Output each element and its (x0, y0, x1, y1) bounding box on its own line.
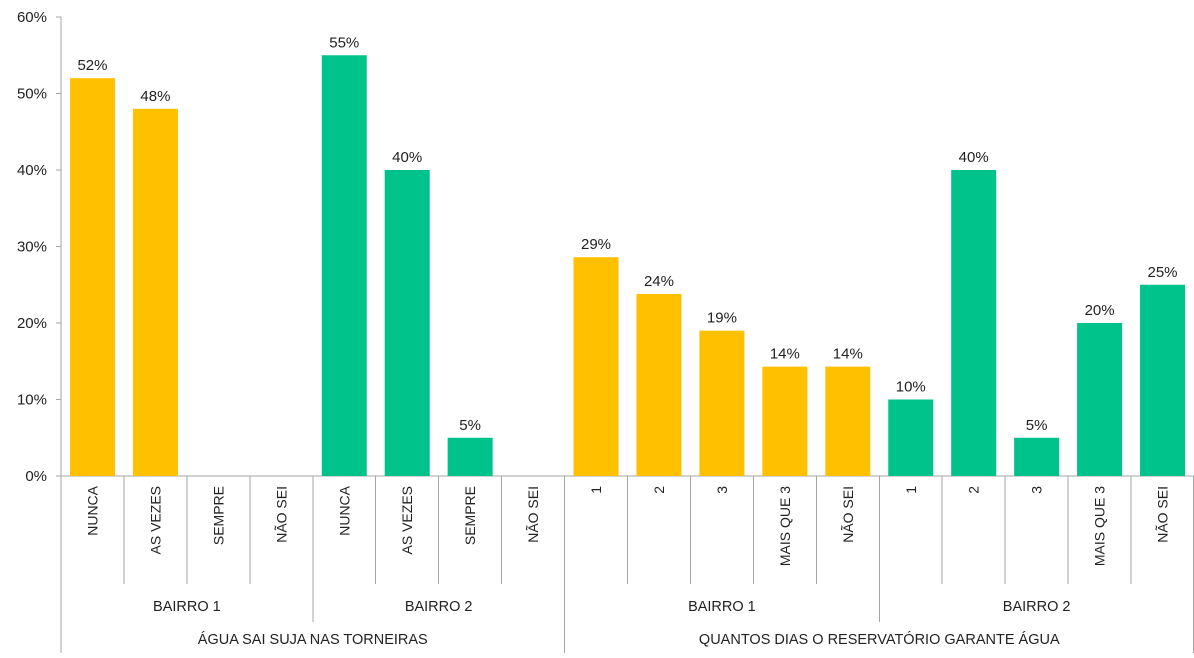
x-category-label: NÃO SEI (525, 486, 541, 543)
x-category-label: NUNCA (84, 485, 100, 535)
bar (321, 55, 367, 476)
y-tick-label: 60% (17, 9, 47, 26)
y-tick-label: 20% (17, 315, 47, 332)
data-label: 55% (329, 34, 359, 51)
data-label: 5% (459, 417, 481, 434)
bar (636, 293, 682, 476)
x-category-label: NÃO SEI (840, 486, 856, 543)
data-label: 20% (1085, 302, 1115, 319)
x-category-label: 3 (714, 486, 730, 494)
x-category-label: SEMPRE (210, 486, 226, 545)
data-label: 19% (707, 310, 737, 327)
bar (1077, 323, 1123, 476)
data-label: 48% (140, 88, 170, 105)
data-label: 29% (581, 236, 611, 253)
x-category-label: NÃO SEI (273, 486, 289, 543)
group-label: BAIRRO 1 (153, 599, 221, 615)
data-label: 24% (644, 273, 674, 290)
bar (132, 108, 178, 477)
bar (951, 170, 997, 476)
data-label: 52% (77, 57, 107, 74)
data-label: 5% (1026, 417, 1048, 434)
group-label: BAIRRO 2 (1003, 599, 1071, 615)
bar (762, 366, 808, 476)
section-label: QUANTOS DIAS O RESERVATÓRIO GARANTE ÁGUA (699, 631, 1060, 648)
x-category-label: NUNCA (336, 485, 352, 535)
data-label: 10% (896, 379, 926, 396)
bar (1014, 437, 1060, 476)
x-category-label: 3 (1029, 486, 1045, 494)
x-category-label: MAIS QUE 3 (777, 486, 793, 566)
y-tick-label: 10% (17, 392, 47, 409)
data-label: 40% (959, 149, 989, 166)
data-label: 14% (770, 346, 800, 363)
group-label: BAIRRO 2 (405, 599, 473, 615)
section-label: ÁGUA SAI SUJA NAS TORNEIRAS (198, 631, 428, 648)
group-label: BAIRRO 1 (688, 599, 756, 615)
bar (69, 78, 115, 476)
x-category-label: 2 (966, 486, 982, 494)
y-tick-label: 0% (25, 468, 47, 485)
y-tick-label: 50% (17, 86, 47, 103)
x-category-label: 2 (651, 486, 667, 494)
y-tick-label: 30% (17, 239, 47, 256)
bar (573, 257, 619, 476)
bar (447, 437, 493, 476)
bar (384, 170, 430, 476)
x-category-label: 1 (903, 486, 919, 494)
data-label: 40% (392, 149, 422, 166)
bar (1140, 284, 1186, 476)
bar (825, 366, 871, 476)
x-category-label: SEMPRE (462, 486, 478, 545)
x-category-label: NÃO SEI (1155, 486, 1171, 543)
x-category-label: MAIS QUE 3 (1092, 486, 1108, 566)
x-category-label: AS VEZES (147, 486, 163, 554)
x-category-label: 1 (588, 486, 604, 494)
bar (888, 399, 934, 476)
x-category-label: AS VEZES (399, 486, 415, 554)
bar (699, 330, 745, 476)
data-label: 25% (1148, 264, 1178, 281)
y-tick-label: 40% (17, 162, 47, 179)
data-label: 14% (833, 346, 863, 363)
